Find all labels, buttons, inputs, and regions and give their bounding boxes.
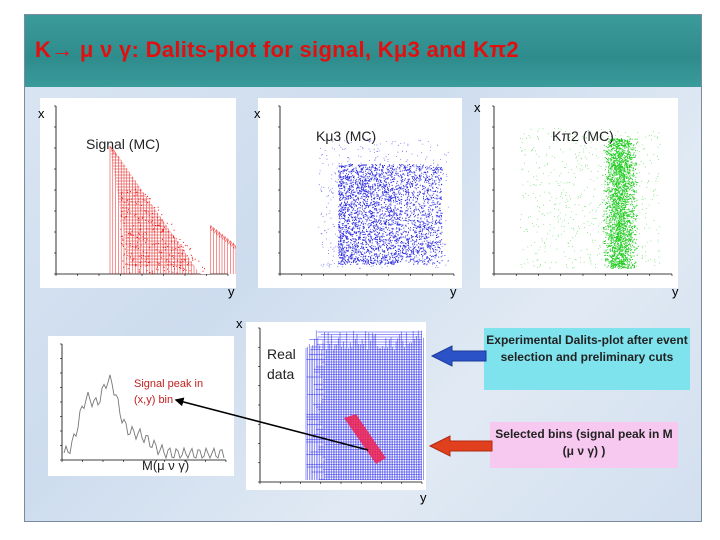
signal-plot-label: Signal (MC) bbox=[86, 136, 160, 152]
signal-x-axis-letter: x bbox=[38, 106, 45, 121]
signal-peak-label: Signal peak in (x,y) bin bbox=[134, 376, 204, 408]
scatter-points bbox=[318, 138, 449, 269]
mass-axis-label: M(μ ν γ) bbox=[142, 458, 190, 473]
kmu3-dalitz-plot bbox=[278, 105, 455, 276]
kpi2-plot-label: Kπ2 (MC) bbox=[552, 128, 614, 144]
experimental-callout-text: Experimental Dalits-plot after event sel… bbox=[486, 333, 688, 364]
experimental-callout-box: Experimental Dalits-plot after event sel… bbox=[484, 328, 690, 390]
real-data-grid bbox=[305, 330, 424, 480]
plot-axes bbox=[54, 105, 229, 276]
kpi2-dalitz-plot bbox=[492, 105, 673, 276]
kmu3-y-axis-letter: y bbox=[450, 284, 457, 299]
mass-histogram-curve bbox=[63, 374, 225, 460]
kpi2-y-axis-letter: y bbox=[672, 284, 679, 299]
signal-mask bbox=[110, 144, 210, 274]
kpi2-x-axis-letter: x bbox=[474, 100, 481, 115]
signal-peak-text: Signal peak in (x,y) bin bbox=[134, 378, 204, 406]
real-data-text: Real data bbox=[267, 346, 296, 382]
selected-bins-callout-text: Selected bins (signal peak in M (μ ν γ) … bbox=[495, 427, 673, 458]
scatter-points bbox=[520, 128, 661, 269]
plot-axes bbox=[278, 105, 455, 276]
mass-histogram bbox=[60, 343, 227, 462]
scatter-points bbox=[602, 138, 639, 269]
kmu3-plot-label: Kμ3 (MC) bbox=[316, 128, 377, 144]
selected-bins-callout-box: Selected bins (signal peak in M (μ ν γ) … bbox=[490, 422, 678, 468]
kmu3-plot-panel bbox=[258, 98, 462, 288]
signal-plot-panel bbox=[40, 98, 236, 288]
kmu3-x-axis-letter: x bbox=[254, 106, 261, 121]
signal-dalitz-plot bbox=[54, 105, 236, 276]
title-bar: K→ μ ν γ: Dalits-plot for signal, Kμ3 an… bbox=[25, 15, 701, 87]
signal-y-axis-letter: y bbox=[228, 284, 235, 299]
real-data-label: Real data bbox=[267, 344, 311, 384]
scatter-points bbox=[338, 164, 443, 265]
kpi2-plot-panel bbox=[480, 98, 678, 288]
real-y-axis-letter: y bbox=[420, 490, 427, 505]
real-x-axis-letter: x bbox=[236, 316, 243, 331]
plot-axes bbox=[60, 343, 227, 462]
slide-title: K→ μ ν γ: Dalits-plot for signal, Kμ3 an… bbox=[35, 37, 519, 62]
plot-axes bbox=[492, 105, 673, 276]
